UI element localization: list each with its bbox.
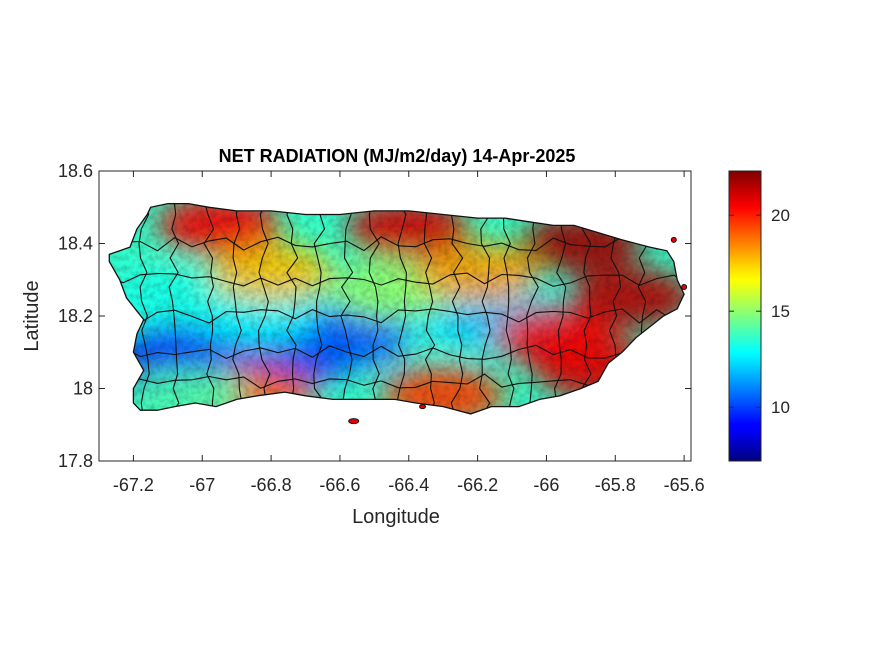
municipality-boundaries bbox=[109, 203, 685, 414]
x-axis-ticks: -67.2 -67 -66.8 -66.6 -66.4 -66.2 -66 -65.8 -65.… bbox=[113, 171, 705, 495]
municipality-boundary bbox=[450, 203, 464, 414]
islet bbox=[670, 236, 677, 243]
municipality-boundary bbox=[109, 308, 685, 324]
colorbar-ticks: 10 15 20 bbox=[729, 206, 790, 417]
municipality-boundary bbox=[396, 203, 407, 414]
y-tick-label: 18.4 bbox=[58, 234, 93, 254]
municipality-boundary bbox=[168, 203, 180, 414]
x-tick-label: -65.8 bbox=[595, 475, 636, 495]
x-axis-label: Longitude bbox=[352, 506, 440, 528]
municipality-boundary bbox=[286, 203, 299, 414]
municipality-boundary bbox=[258, 203, 271, 414]
x-tick-label: -66.8 bbox=[251, 475, 292, 495]
y-tick-label: 18 bbox=[73, 379, 93, 399]
municipality-boundary bbox=[230, 203, 243, 414]
y-tick-label: 18.2 bbox=[58, 306, 93, 326]
y-axis-ticks: 17.8 18 18.2 18.4 18.6 bbox=[58, 161, 691, 471]
x-tick-label: -65.6 bbox=[664, 475, 705, 495]
municipality-boundary bbox=[478, 203, 491, 414]
municipality-boundary bbox=[526, 203, 539, 414]
islet bbox=[348, 418, 360, 425]
x-tick-label: -67.2 bbox=[113, 475, 154, 495]
map-title: NET RADIATION (MJ/m2/day) 14-Apr-2025 bbox=[219, 146, 576, 166]
municipality-boundary bbox=[109, 236, 685, 252]
municipality-boundary bbox=[581, 203, 595, 414]
colorbar-tick-label: 15 bbox=[771, 302, 790, 321]
islet bbox=[419, 404, 427, 410]
colorbar-tick-label: 20 bbox=[771, 206, 790, 225]
y-tick-label: 18.6 bbox=[58, 161, 93, 181]
x-tick-label: -66.4 bbox=[388, 475, 429, 495]
municipality-boundary bbox=[340, 203, 354, 414]
x-tick-label: -66 bbox=[533, 475, 559, 495]
colorbar bbox=[728, 170, 762, 462]
municipality-boundary bbox=[109, 272, 685, 287]
y-tick-label: 17.8 bbox=[58, 451, 93, 471]
municipality-boundary bbox=[554, 203, 567, 414]
municipality-boundary bbox=[109, 344, 685, 360]
x-tick-label: -67 bbox=[189, 475, 215, 495]
colorbar-tick-label: 10 bbox=[771, 398, 790, 417]
islet bbox=[681, 284, 688, 290]
municipality-boundary bbox=[502, 203, 515, 414]
island-outline bbox=[108, 202, 685, 415]
y-axis-label: Latitude bbox=[21, 280, 43, 351]
x-tick-label: -66.6 bbox=[319, 475, 360, 495]
municipality-boundary bbox=[203, 203, 215, 414]
offshore-islets bbox=[348, 236, 688, 425]
municipality-boundary bbox=[313, 203, 326, 414]
municipality-boundary bbox=[368, 203, 380, 414]
x-tick-label: -66.2 bbox=[457, 475, 498, 495]
